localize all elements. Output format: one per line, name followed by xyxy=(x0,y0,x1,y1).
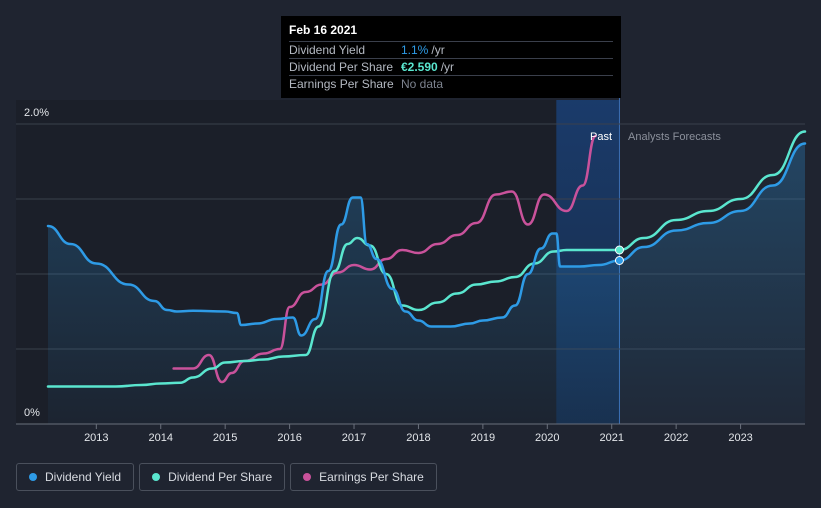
tooltip-unit: /yr xyxy=(440,60,455,74)
y-tick-max: 2.0% xyxy=(24,107,49,119)
legend-dot-icon xyxy=(303,473,312,481)
tooltip-unit: /yr xyxy=(431,43,445,57)
series-line-earnings-per-share xyxy=(172,134,597,384)
series-line-dividend-yield xyxy=(46,142,807,337)
tooltip-date: Feb 16 2021 xyxy=(289,23,358,37)
x-tick-label: 2017 xyxy=(342,432,366,444)
legend-dividend-per-share[interactable]: Dividend Per Share xyxy=(139,463,286,491)
x-tick-label: 2013 xyxy=(84,432,108,444)
x-tick-label: 2015 xyxy=(213,432,237,444)
x-tick-label: 2021 xyxy=(599,432,623,444)
legend-dot-icon xyxy=(152,473,161,481)
legend-label: Dividend Yield xyxy=(45,470,122,484)
current-marker-dividend-per-share xyxy=(614,245,624,255)
tooltip-label: Earnings Per Share xyxy=(289,77,394,91)
x-tick-label: 2019 xyxy=(471,432,495,444)
past-label: Past xyxy=(590,131,612,143)
tooltip: Feb 16 2021 Dividend Yield 1.1% /yr Divi… xyxy=(281,16,621,98)
tooltip-label: Dividend Yield xyxy=(289,43,366,57)
x-tick-label: 2020 xyxy=(535,432,559,444)
y-tick-min: 0% xyxy=(24,407,40,419)
tooltip-row-earnings-per-share: Earnings Per Share No data xyxy=(289,75,613,92)
forecast-label: Analysts Forecasts xyxy=(628,131,721,143)
x-tick-label: 2022 xyxy=(664,432,688,444)
dividend-yield-area xyxy=(48,143,805,424)
tooltip-row-dividend-per-share: Dividend Per Share €2.590 /yr xyxy=(289,58,613,75)
tooltip-value: €2.590 xyxy=(401,60,438,74)
legend-dividend-yield[interactable]: Dividend Yield xyxy=(16,463,135,491)
legend-dot-icon xyxy=(29,473,37,481)
current-marker-dividend-yield xyxy=(614,256,624,265)
tooltip-value: No data xyxy=(401,77,444,91)
tooltip-row-dividend-yield: Dividend Yield 1.1% /yr xyxy=(289,41,613,58)
tooltip-label: Dividend Per Share xyxy=(289,60,394,74)
legend: Dividend Yield Dividend Per Share Earnin… xyxy=(16,463,437,491)
legend-label: Earnings Per Share xyxy=(319,470,424,484)
legend-earnings-per-share[interactable]: Earnings Per Share xyxy=(290,463,437,491)
x-tick-label: 2018 xyxy=(406,432,430,444)
x-tick-label: 2014 xyxy=(149,432,173,444)
x-tick-label: 2016 xyxy=(277,432,301,444)
x-tick-label: 2023 xyxy=(728,432,752,444)
tooltip-value: 1.1% xyxy=(401,43,429,57)
legend-label: Dividend Per Share xyxy=(168,470,273,484)
